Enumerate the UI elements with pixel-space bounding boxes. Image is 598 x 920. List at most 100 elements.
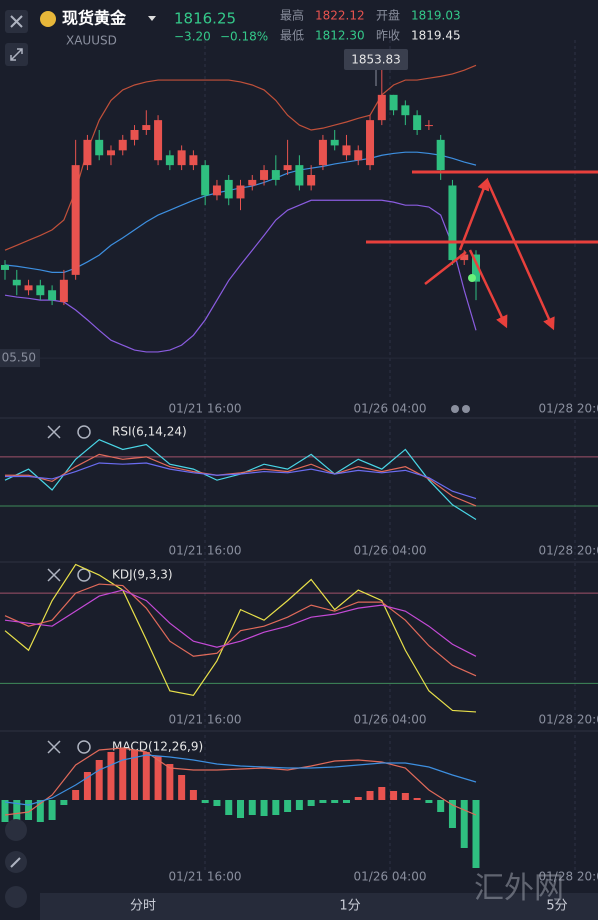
macd-bar [95, 760, 103, 800]
candle-body [413, 115, 422, 130]
macd-bar [25, 800, 33, 820]
candle-body [201, 165, 210, 196]
candle-body [118, 139, 127, 151]
change: −3.20 [174, 30, 211, 44]
time-label: 01/28 20:00 [539, 544, 598, 558]
time-label: 01/21 16:00 [169, 870, 242, 884]
pane-settings [77, 568, 91, 582]
macd-bar [178, 775, 186, 800]
pane-close [47, 740, 61, 754]
candle-body [48, 290, 57, 301]
macd-bar [295, 800, 303, 810]
scroll-dot[interactable] [462, 405, 470, 413]
indicator-line [4, 583, 477, 677]
macd-bar [331, 800, 339, 803]
candle-body [436, 139, 445, 171]
scroll-dot[interactable] [451, 405, 459, 413]
open-label: 开盘 [376, 8, 400, 23]
price-tick-label: 05.50 [2, 351, 36, 365]
tab[interactable]: 1分 [339, 899, 360, 914]
candle-body [224, 179, 233, 199]
candle-body [330, 139, 339, 146]
current-point [468, 274, 476, 282]
tool-button[interactable] [5, 819, 27, 841]
pane-close [47, 568, 61, 582]
candle-body [106, 150, 115, 156]
macd-bar [107, 752, 115, 800]
instrument-name[interactable]: 现货黄金 [62, 9, 127, 28]
candle-body [154, 120, 163, 161]
candle-body [342, 145, 351, 156]
macd-bar [119, 748, 127, 800]
change-pct: −0.18% [220, 30, 268, 44]
macd-bar [225, 800, 233, 815]
macd-bar [189, 790, 197, 800]
time-label: 01/26 04:00 [354, 544, 427, 558]
macd-bar [60, 800, 68, 805]
drawn-arrow[interactable] [485, 179, 555, 331]
candle-body [165, 155, 174, 166]
candle-body [12, 279, 21, 286]
drawn-arrow[interactable] [468, 249, 508, 329]
time-label: 01/26 04:00 [354, 713, 427, 727]
drawn-arrow[interactable] [424, 251, 467, 285]
candle-body [389, 94, 398, 111]
high: 1822.12 [315, 9, 365, 23]
tool-button[interactable] [5, 886, 27, 908]
candle-body [248, 179, 257, 186]
macd-bar [36, 800, 44, 822]
price: 1816.25 [174, 10, 236, 28]
drawn-arrow[interactable] [458, 177, 490, 251]
price-line [4, 199, 477, 353]
low: 1812.30 [315, 29, 365, 43]
candle-body [401, 105, 410, 116]
tab-bar [40, 893, 598, 920]
symbol: XAUUSD [66, 34, 117, 48]
prev-label: 昨收 [376, 29, 400, 43]
candle-body [377, 94, 386, 121]
macd-bar [366, 791, 374, 800]
time-label: 01/21 16:00 [169, 402, 242, 416]
macd-bar [413, 798, 421, 800]
price-tag [0, 349, 40, 368]
candle-body [460, 254, 469, 261]
time-label: 01/26 04:00 [354, 402, 427, 416]
tab[interactable]: 分时 [130, 899, 156, 914]
high-marker-box [344, 49, 408, 70]
candle-body [83, 139, 92, 166]
high-marker: 1853.83 [351, 53, 401, 67]
indicator-label: KDJ(9,3,3) [112, 568, 173, 582]
watermark: 汇外网 [474, 871, 564, 906]
macd-bar [425, 800, 433, 803]
macd-bar [166, 764, 174, 800]
macd-bar [213, 800, 221, 806]
candle-body [448, 185, 457, 261]
open: 1819.03 [411, 9, 461, 23]
macd-bar [248, 800, 256, 815]
dropdown-arrow[interactable] [148, 16, 156, 21]
low-label: 最低 [280, 29, 304, 43]
macd-bar [1, 800, 9, 822]
macd-bar [48, 800, 56, 820]
close-icon [10, 15, 23, 28]
candle-body [59, 279, 68, 302]
tab[interactable]: 5分 [546, 899, 567, 914]
time-label: 01/21 16:00 [169, 713, 242, 727]
macd-bar [390, 791, 398, 800]
candle-body [271, 170, 280, 180]
candle-body [318, 139, 327, 166]
pane-settings [77, 740, 91, 754]
macd-bar [401, 793, 409, 800]
macd-bar [437, 800, 445, 812]
time-label: 01/28 20:00 [539, 713, 598, 727]
candle-body [283, 165, 292, 171]
macd-bar [154, 756, 162, 800]
candle-body [366, 120, 375, 166]
time-label: 01/28 20:00 [539, 402, 598, 416]
time-label: 01/26 04:00 [354, 870, 427, 884]
candle-body [212, 185, 221, 196]
macd-bar [13, 800, 21, 820]
candle-body [95, 139, 104, 156]
